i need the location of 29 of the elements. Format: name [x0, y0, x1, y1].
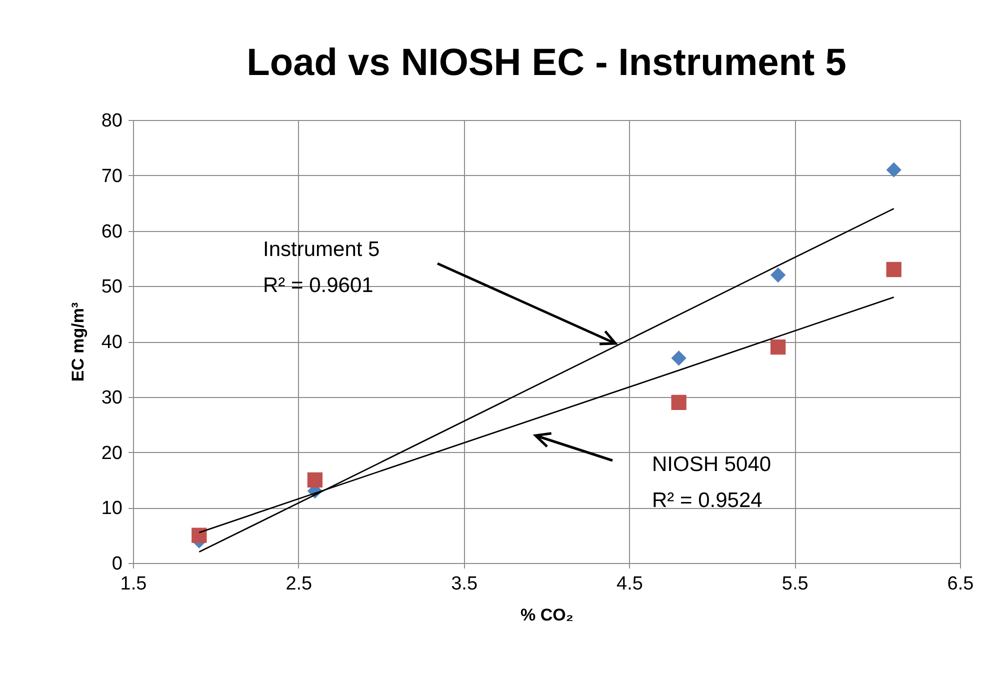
y-tick-label: 60 [101, 221, 122, 242]
point [886, 162, 902, 178]
x-tick-label: 3.5 [451, 574, 478, 594]
point [307, 472, 323, 488]
point [671, 394, 686, 410]
point [770, 339, 786, 355]
y-tick-label: 80 [101, 110, 122, 132]
y-tick-label: 70 [101, 166, 122, 187]
y-tick-label: 50 [101, 276, 122, 298]
annotation: NIOSH 5040 R² = 0.9524 [652, 453, 772, 512]
y-tick-label: 20 [101, 442, 122, 464]
line-series [198, 208, 895, 553]
x-axis-title: % CO₂ [520, 606, 574, 624]
y-tick-label: 30 [101, 387, 122, 408]
chart-title: Load vs NIOSH EC - Instrument 5 [246, 42, 846, 84]
x-tick-label: 1.5 [120, 574, 147, 594]
y-tick-label: 40 [101, 332, 122, 353]
y-tick-label: 10 [101, 498, 122, 520]
point [192, 528, 207, 543]
x-tick-label: 6.5 [947, 574, 974, 594]
point [770, 267, 786, 283]
x-tick-label: 4.5 [616, 574, 643, 594]
x-tick-label: 5.5 [782, 574, 808, 594]
y-axis-title: EC mg/m³ [68, 302, 88, 382]
x-tick-label: 2.5 [286, 574, 312, 594]
point [671, 350, 686, 366]
point [886, 262, 902, 278]
y-tick-label: 0 [112, 554, 122, 574]
annotation: Instrument 5 R² = 0.9601 [263, 238, 380, 297]
